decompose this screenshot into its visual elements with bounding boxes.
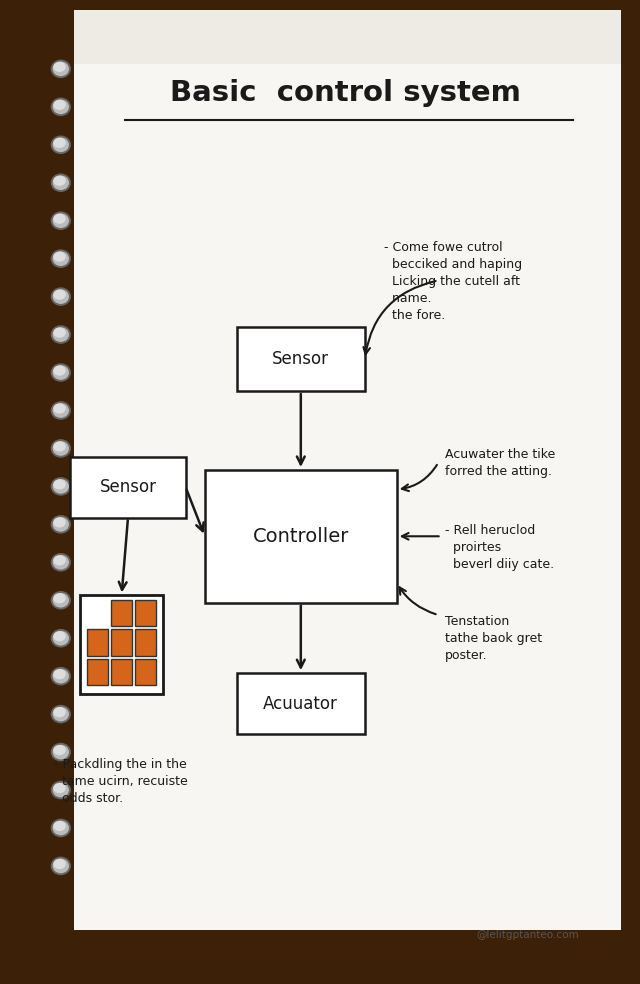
Ellipse shape [52,440,70,457]
Ellipse shape [53,365,66,376]
Ellipse shape [52,516,70,532]
Ellipse shape [53,252,66,262]
Ellipse shape [52,250,70,267]
Ellipse shape [52,98,70,115]
Ellipse shape [53,745,66,755]
Text: Sensor: Sensor [272,350,330,368]
Text: - Packdling the in the
  tame ucirn, recuiste
  odds stor.: - Packdling the in the tame ucirn, recui… [54,758,188,805]
Ellipse shape [53,669,66,679]
Ellipse shape [52,858,70,874]
FancyBboxPatch shape [70,457,186,518]
Ellipse shape [53,631,66,642]
Ellipse shape [52,364,70,381]
Text: Sensor: Sensor [99,478,157,496]
Ellipse shape [53,214,66,223]
FancyBboxPatch shape [74,10,621,64]
Ellipse shape [52,327,70,342]
FancyBboxPatch shape [111,658,132,685]
Ellipse shape [53,289,66,300]
Ellipse shape [53,138,66,148]
FancyBboxPatch shape [87,658,108,685]
FancyBboxPatch shape [87,630,108,655]
FancyBboxPatch shape [74,15,621,930]
FancyBboxPatch shape [111,630,132,655]
Ellipse shape [52,61,70,77]
Ellipse shape [52,744,70,761]
Ellipse shape [53,442,66,452]
Text: - Rell heruclod
  proirtes
  beverl diiy cate.: - Rell heruclod proirtes beverl diiy cat… [445,524,554,572]
Ellipse shape [53,62,66,72]
Ellipse shape [53,403,66,413]
Ellipse shape [52,820,70,836]
Ellipse shape [53,593,66,603]
Ellipse shape [52,478,70,495]
Ellipse shape [53,555,66,566]
FancyBboxPatch shape [135,600,156,627]
FancyBboxPatch shape [237,327,365,391]
Ellipse shape [53,99,66,110]
Ellipse shape [52,592,70,608]
Ellipse shape [52,706,70,722]
Ellipse shape [53,176,66,186]
FancyBboxPatch shape [135,630,156,655]
Text: Acuwater the tike
forred the atting.: Acuwater the tike forred the atting. [445,448,555,477]
Text: - Come fowe cutrol
  becciked and haping
  Licking the cutell aft
  name.
  the : - Come fowe cutrol becciked and haping L… [384,241,522,322]
Ellipse shape [52,402,70,419]
Ellipse shape [53,328,66,338]
FancyBboxPatch shape [205,469,397,602]
Text: Basic  control system: Basic control system [170,80,521,107]
Ellipse shape [53,821,66,831]
Text: Acuuator: Acuuator [264,695,338,712]
Ellipse shape [53,859,66,869]
FancyBboxPatch shape [237,673,365,734]
Ellipse shape [52,668,70,685]
Ellipse shape [52,174,70,191]
Text: Controller: Controller [253,526,349,546]
Ellipse shape [52,781,70,798]
Ellipse shape [53,518,66,527]
Ellipse shape [52,137,70,154]
FancyBboxPatch shape [135,658,156,685]
Text: @lelitgptanteo.com: @lelitgptanteo.com [477,930,579,940]
Ellipse shape [52,213,70,229]
Ellipse shape [52,630,70,646]
Ellipse shape [53,783,66,793]
Ellipse shape [53,707,66,717]
Ellipse shape [52,288,70,305]
Ellipse shape [53,479,66,489]
FancyBboxPatch shape [111,600,132,627]
Text: Tenstation
tathe baok gret
poster.: Tenstation tathe baok gret poster. [445,615,542,662]
Ellipse shape [52,554,70,571]
FancyBboxPatch shape [80,595,163,694]
